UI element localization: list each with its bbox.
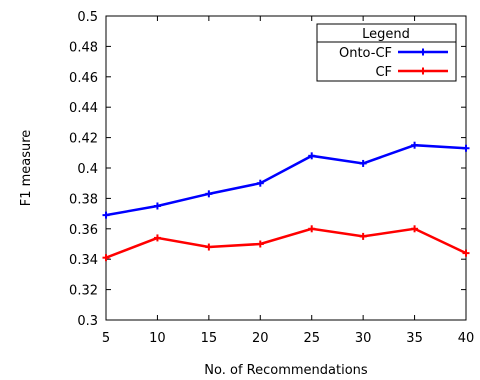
y-tick-label: 0.3 xyxy=(77,314,98,329)
data-point-cf xyxy=(205,243,213,251)
y-tick-label: 0.42 xyxy=(69,132,98,147)
data-point-cf xyxy=(308,225,316,233)
x-tick-label: 10 xyxy=(149,331,166,346)
series-line-onto-cf xyxy=(105,143,467,217)
tick-labels: 0.3 0.32 0.34 0.36 0.38 0.4 0.42 0.44 0.46 0.48 0.… xyxy=(69,10,474,346)
series-cf xyxy=(102,225,470,262)
y-tick-label: 0.48 xyxy=(69,40,98,55)
x-tick-label: 35 xyxy=(406,331,423,346)
data-point-cf xyxy=(411,225,419,233)
x-tick-label: 20 xyxy=(252,331,269,346)
legend-title: Legend xyxy=(362,27,410,42)
legend: Legend Onto-CF CF xyxy=(316,23,457,82)
y-tick-label: 0.36 xyxy=(69,223,98,238)
y-tick-label: 0.38 xyxy=(69,192,98,207)
data-point-cf xyxy=(102,254,110,262)
data-point-cf xyxy=(462,249,470,257)
legend-label-onto-cf: Onto-CF xyxy=(339,46,392,61)
data-point-onto-cf xyxy=(308,152,316,160)
legend-swatch-cf xyxy=(398,67,448,75)
series-onto-cf xyxy=(102,141,470,219)
y-tick-label: 0.4 xyxy=(77,162,98,177)
data-point-onto-cf xyxy=(359,159,367,167)
axis-ticks xyxy=(105,15,467,321)
y-tick-label: 0.34 xyxy=(69,253,98,268)
y-tick-label: 0.44 xyxy=(69,101,98,116)
y-tick-label: 0.32 xyxy=(69,284,98,299)
legend-swatch-onto-cf xyxy=(398,48,448,56)
legend-label-cf: CF xyxy=(375,65,392,80)
data-point-onto-cf xyxy=(411,141,419,149)
data-point-cf xyxy=(359,232,367,240)
x-tick-label: 15 xyxy=(201,331,218,346)
x-tick-label: 30 xyxy=(355,331,372,346)
data-point-onto-cf xyxy=(462,144,470,152)
y-axis-label: F1 measure xyxy=(19,130,34,207)
y-tick-label: 0.5 xyxy=(77,10,98,25)
series-layer xyxy=(102,141,470,262)
x-tick-label: 40 xyxy=(458,331,475,346)
x-tick-label: 25 xyxy=(303,331,320,346)
legend-swatches xyxy=(398,48,448,75)
data-point-onto-cf xyxy=(102,211,110,219)
data-point-cf xyxy=(256,240,264,248)
data-point-cf xyxy=(153,234,161,242)
data-point-onto-cf xyxy=(205,190,213,198)
data-point-onto-cf xyxy=(153,202,161,210)
x-axis-label: No. of Recommendations xyxy=(204,363,368,378)
series-line-cf xyxy=(105,227,467,259)
data-point-onto-cf xyxy=(256,179,264,187)
x-tick-label: 5 xyxy=(102,331,110,346)
y-tick-label: 0.46 xyxy=(69,71,98,86)
